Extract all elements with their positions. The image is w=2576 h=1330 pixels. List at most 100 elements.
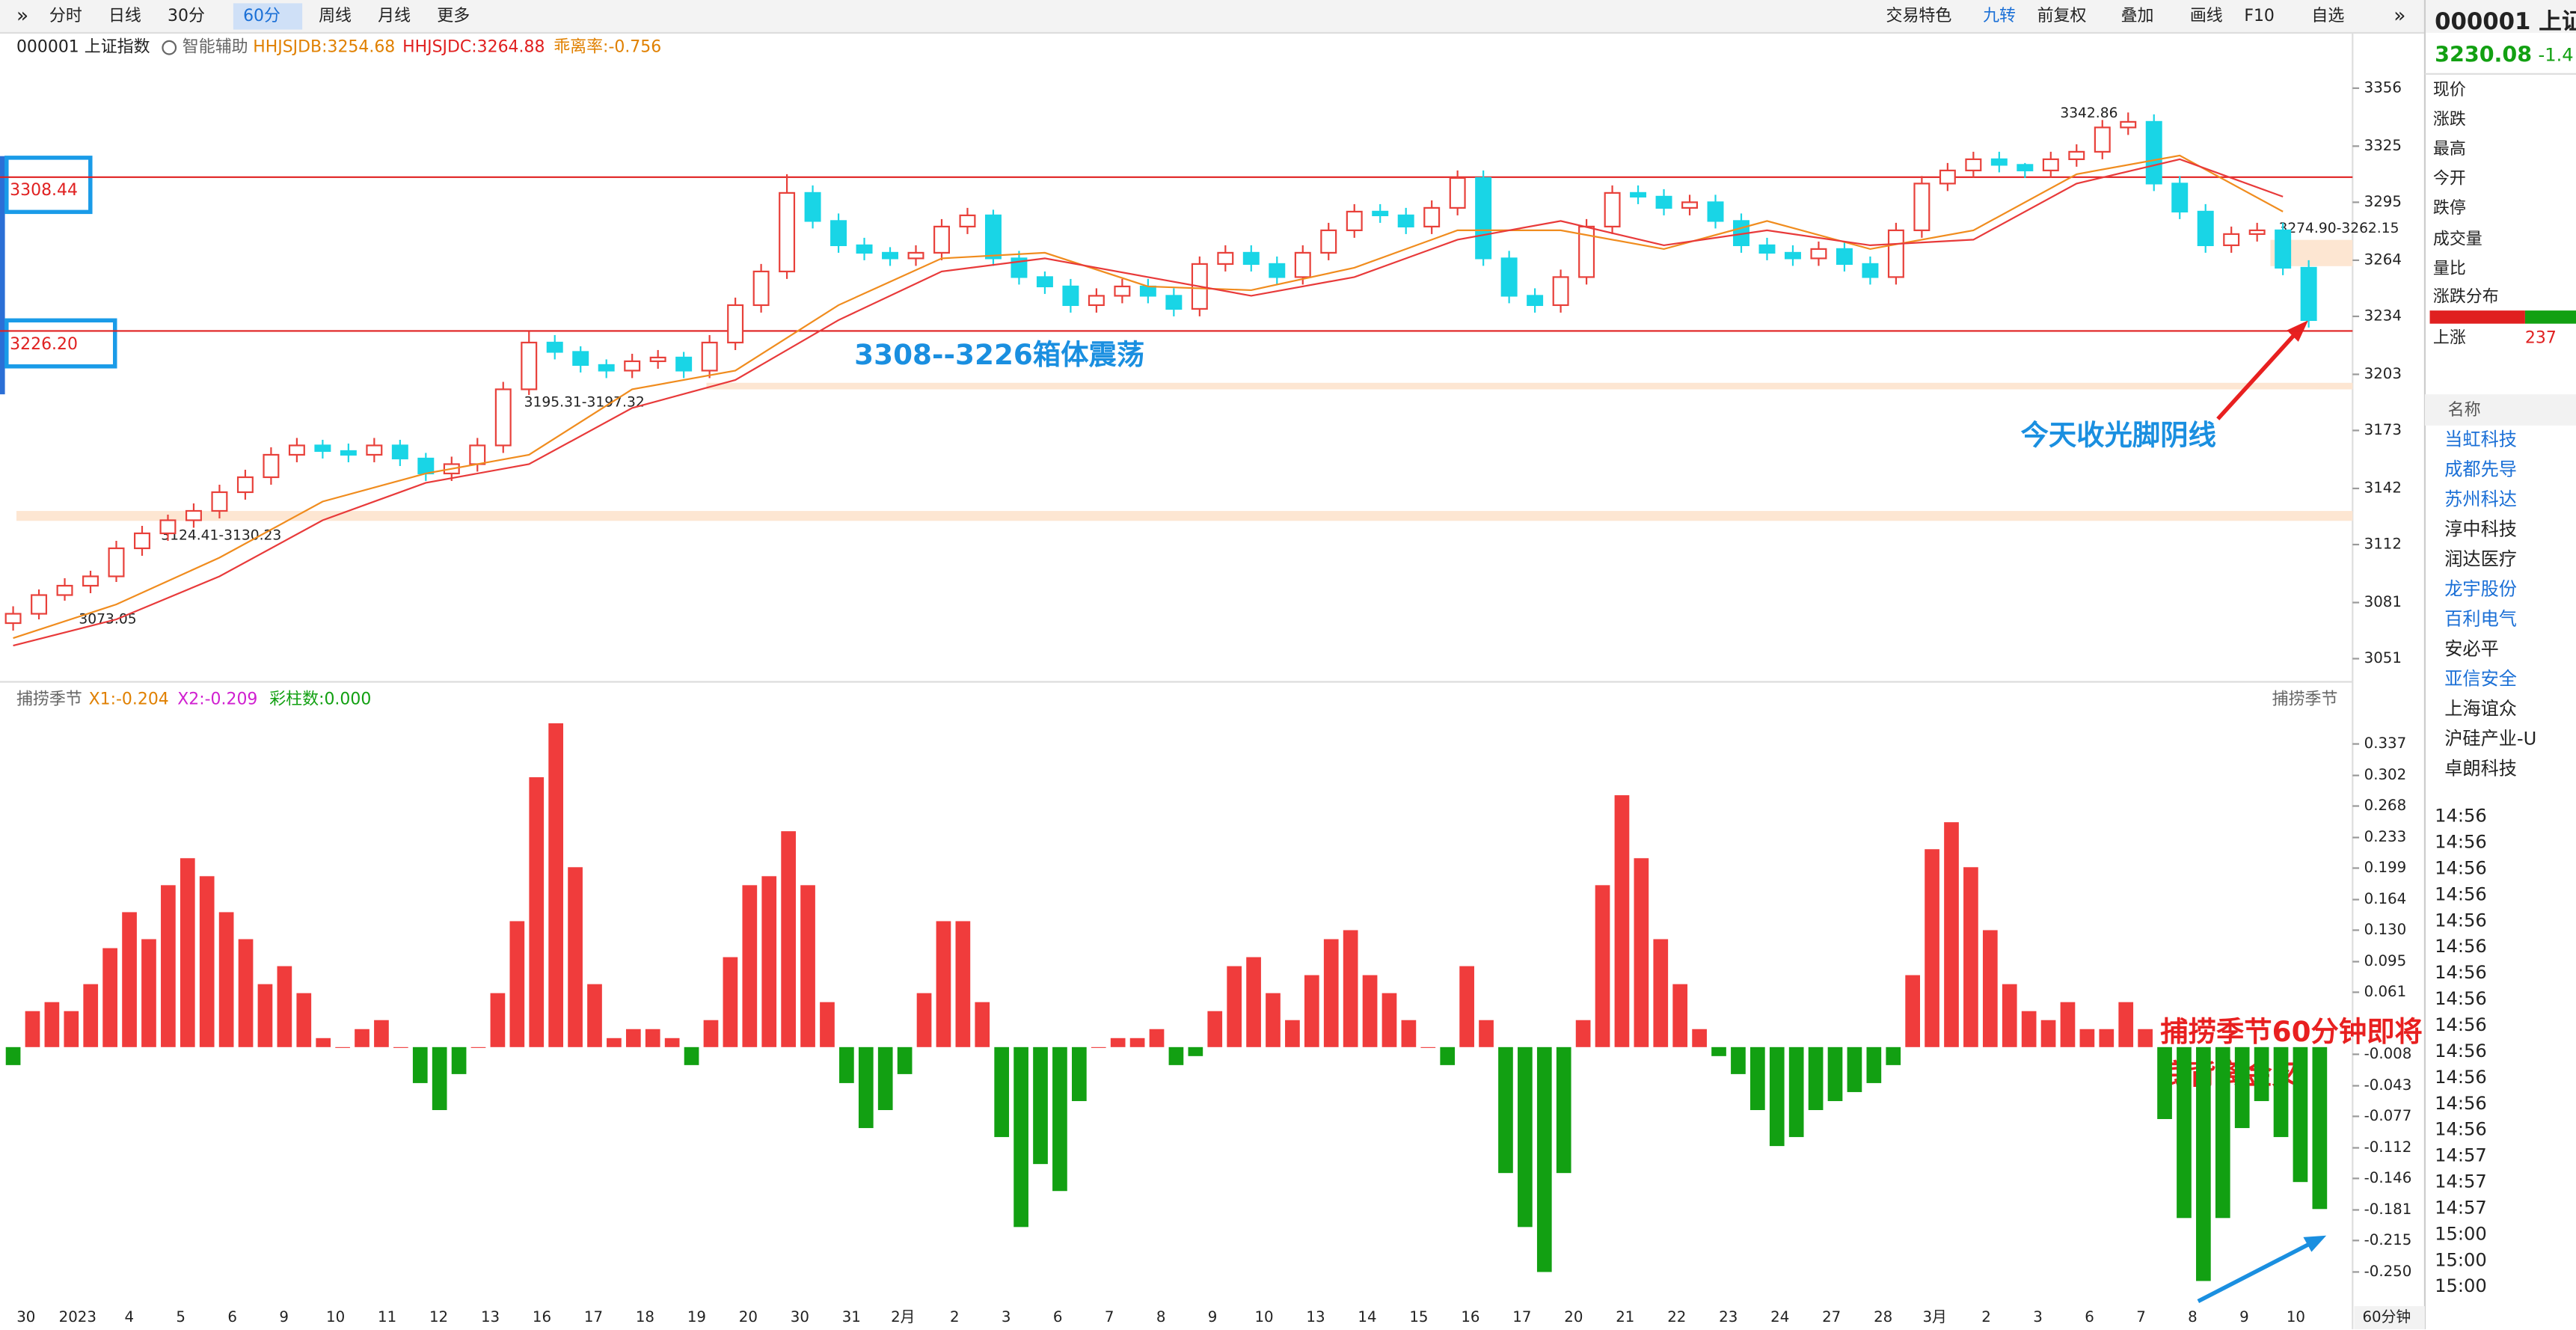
stock-name[interactable]: 龙宇股份 [2444, 579, 2517, 600]
symbol: 000001 上证指数 [16, 38, 150, 57]
tab[interactable]: 周线 [319, 7, 352, 25]
x-tick-label: 15 [1409, 1308, 1428, 1326]
stock-name[interactable]: 苏州科达 [2444, 489, 2517, 510]
x-tick-label: 27 [1822, 1308, 1841, 1326]
candle-body [494, 388, 512, 447]
assist[interactable]: 智能辅助 [183, 38, 248, 57]
candle-body [752, 270, 770, 307]
field-label: 今开 [2433, 169, 2466, 188]
tool-button[interactable]: 画线 [2190, 7, 2223, 25]
x-tick-label: 16 [1461, 1308, 1479, 1326]
tab[interactable]: 30分 [168, 7, 205, 25]
candle-body [830, 220, 847, 247]
candle-body [1088, 295, 1105, 307]
tool-button[interactable]: 交易特色 [1886, 7, 1952, 25]
stock-name[interactable]: 淳中科技 [2444, 519, 2517, 540]
histogram-bar [2196, 1046, 2211, 1281]
tool-button[interactable]: F10 [2244, 7, 2275, 25]
x-tick-label: 6 [1053, 1308, 1063, 1326]
tab[interactable]: 60分 [243, 7, 280, 25]
stock-name[interactable]: 卓朗科技 [2444, 758, 2517, 779]
histogram-bar [2138, 1029, 2153, 1047]
x-tick-label: 3月 [1922, 1308, 1946, 1326]
tab[interactable]: 月线 [378, 7, 411, 25]
trade-time: 14:57 [2435, 1145, 2487, 1166]
x-tick-label: 20 [739, 1308, 758, 1326]
stock-name[interactable]: 沪硅产业-U [2444, 728, 2536, 749]
x-tick-label: 17 [1512, 1308, 1531, 1326]
histogram-bar [1285, 1020, 1300, 1047]
candle-body [314, 444, 331, 453]
stock-name[interactable]: 百利电气 [2444, 608, 2517, 629]
candle-body [882, 251, 899, 260]
trade-time: 14:57 [2435, 1171, 2487, 1192]
indicator: HHJSJDB:3254.68 [253, 38, 395, 57]
candle-body [624, 360, 641, 372]
tab[interactable]: 分时 [49, 7, 82, 25]
stock-name[interactable]: 润达医疗 [2444, 549, 2517, 570]
x-tick-label: 17 [584, 1308, 603, 1326]
assist-icon[interactable] [162, 40, 177, 55]
trade-time: 14:56 [2435, 936, 2487, 957]
x-tick-label: 11 [378, 1308, 396, 1326]
trade-time: 14:56 [2435, 1041, 2487, 1061]
collapse-icon[interactable]: » [16, 4, 28, 27]
candle-body [1552, 276, 1569, 307]
expand-icon[interactable]: » [2393, 4, 2405, 27]
tab-active[interactable] [233, 3, 303, 30]
stock-name[interactable]: 成都先导 [2444, 459, 2517, 480]
moving-average [13, 154, 2284, 640]
candle-body [1320, 229, 1337, 254]
tool-button[interactable]: 自选 [2311, 7, 2344, 25]
tool-button[interactable]: 九转 [1983, 7, 2016, 25]
stock-name[interactable]: 上海谊众 [2444, 698, 2517, 719]
histogram-bar [1323, 939, 1339, 1047]
x-tick-label: 21 [1616, 1308, 1634, 1326]
stock-name[interactable]: 当虹科技 [2444, 429, 2517, 450]
x-tick-label: 31 [842, 1308, 861, 1326]
histogram-bar [858, 1046, 874, 1129]
candle-body [1527, 295, 1544, 307]
candle-body [2017, 164, 2034, 171]
candle-body [675, 356, 693, 372]
histogram-bar [1692, 1029, 1707, 1047]
candle-body [263, 453, 280, 479]
candle-body [82, 575, 99, 587]
period-bg [2354, 1306, 2425, 1329]
tab[interactable]: 更多 [437, 7, 470, 25]
candle-body [159, 519, 177, 535]
y-tick-label: 3356 [2364, 79, 2402, 96]
candle-body [1681, 201, 1699, 209]
trade-time: 14:56 [2435, 857, 2487, 878]
sidebar-price: 3230.08 [2435, 42, 2532, 67]
field-label: 最高 [2433, 140, 2466, 159]
tool-button[interactable]: 叠加 [2121, 7, 2154, 25]
histogram-bar [1149, 1029, 1165, 1047]
histogram-bar [1110, 1038, 1126, 1047]
x-tick-label: 16 [533, 1308, 551, 1326]
x-tick-label: 13 [1306, 1308, 1325, 1326]
histogram-bar [1343, 930, 1358, 1047]
candle-body [1810, 248, 1827, 260]
candle-body [134, 532, 150, 550]
stock-name[interactable]: 亚信安全 [2444, 668, 2517, 689]
histogram-bar [1731, 1046, 1746, 1074]
stock-name[interactable]: 安必平 [2444, 638, 2498, 659]
histogram-bar [664, 1038, 680, 1047]
histogram-bar [374, 1020, 389, 1047]
candle-body [288, 444, 305, 456]
indicator-title: 捕捞季节 [2272, 690, 2338, 709]
candle-body [1862, 263, 1879, 278]
tool-button[interactable]: 前复权 [2037, 7, 2087, 25]
x-tick-label: 9 [1208, 1308, 1218, 1326]
histogram-bar [1925, 849, 1939, 1047]
histogram-bar [1634, 858, 1649, 1047]
candle-body [1784, 251, 1801, 260]
histogram-bar [2021, 1011, 2037, 1047]
candle-body [984, 214, 1002, 260]
histogram-bar [1749, 1046, 1765, 1110]
legend: X1:-0.204 [89, 690, 169, 709]
tab[interactable]: 日线 [108, 7, 141, 25]
candle-body [933, 225, 950, 254]
candle-body [1500, 257, 1518, 297]
